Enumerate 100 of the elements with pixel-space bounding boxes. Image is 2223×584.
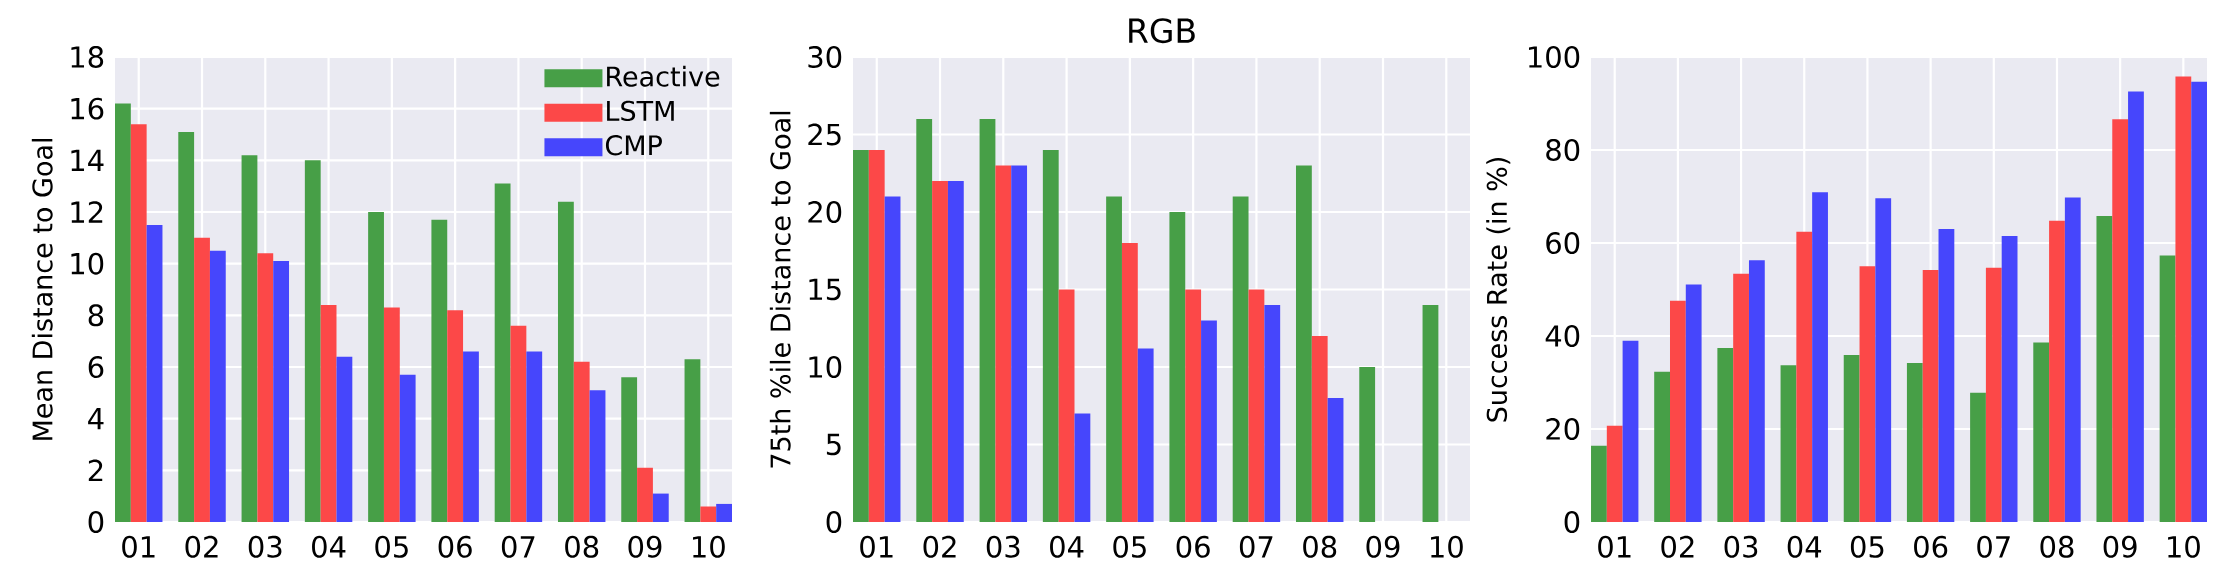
- y-tick-label: 18: [71, 46, 104, 68]
- bar: [257, 253, 274, 522]
- y-tick-label: 2: [88, 459, 103, 482]
- x-tick-label: 08: [565, 535, 599, 558]
- x-tick-label: 10: [693, 535, 725, 558]
- x-tick-label: 10: [2168, 535, 2200, 558]
- bar: [1796, 231, 1813, 522]
- x-tick-label: 09: [1366, 535, 1400, 558]
- bar: [1985, 267, 2002, 522]
- bar: [1232, 196, 1249, 522]
- y-tick-label: 0: [826, 511, 842, 533]
- bar: [1733, 273, 1749, 522]
- bar: [2064, 197, 2081, 522]
- y-tick-label: 60: [1546, 232, 1580, 254]
- y-tick-label: 4: [88, 408, 104, 430]
- bar: [573, 361, 590, 522]
- bar: [1970, 392, 1986, 522]
- x-tick-label: 03: [248, 535, 282, 558]
- bar: [1106, 196, 1122, 522]
- y-tick-label: 30: [808, 46, 842, 68]
- y-axis-title: Mean Distance to Goal: [31, 139, 53, 440]
- x-tick-label: 05: [375, 535, 408, 558]
- x-tick-label: 01: [1598, 535, 1631, 558]
- x-tick-label: 02: [923, 535, 956, 558]
- x-tick-label: 06: [1914, 535, 1948, 558]
- chart-title: RGB: [1129, 18, 1195, 44]
- bar: [979, 119, 996, 522]
- y-tick-label: 80: [1546, 139, 1580, 161]
- legend-label: Reactive: [607, 65, 720, 87]
- bar: [1137, 348, 1154, 522]
- bar: [241, 155, 258, 522]
- bar: [1058, 289, 1075, 522]
- bar: [431, 219, 448, 522]
- y-tick-label: 16: [71, 97, 104, 120]
- bar: [1875, 198, 1892, 522]
- bar: [2128, 91, 2144, 522]
- x-tick-label: 10: [1431, 535, 1463, 558]
- bar: [1843, 355, 1860, 522]
- x-tick-label: 09: [2103, 535, 2137, 558]
- bar: [700, 506, 717, 522]
- bar: [1606, 425, 1623, 522]
- x-tick-label: 07: [1977, 535, 2010, 558]
- bar: [1248, 289, 1265, 522]
- bar: [130, 124, 147, 522]
- x-tick-label: 01: [860, 535, 893, 558]
- x-tick-label: 04: [1050, 535, 1084, 558]
- x-tick-label: 09: [628, 535, 662, 558]
- bar: [1201, 320, 1217, 522]
- bar: [115, 103, 131, 522]
- y-tick-label: 8: [88, 304, 104, 327]
- y-tick-label: 20: [1546, 418, 1580, 440]
- bar: [868, 150, 885, 522]
- bar: [494, 183, 511, 522]
- bar: [716, 503, 733, 522]
- bar: [1859, 266, 1876, 522]
- bar: [1295, 165, 1312, 522]
- bar: [1812, 192, 1828, 522]
- bar: [1670, 300, 1686, 522]
- y-tick-label: 0: [1564, 511, 1580, 533]
- x-tick-label: 07: [1239, 535, 1273, 558]
- x-tick-label: 01: [122, 535, 155, 558]
- x-tick-label: 08: [2040, 535, 2074, 558]
- bar: [1591, 445, 1607, 522]
- bar: [510, 325, 527, 522]
- bar: [621, 377, 638, 522]
- bar: [1121, 243, 1138, 522]
- x-tick-label: 04: [312, 535, 346, 558]
- bar: [884, 196, 901, 522]
- bar: [853, 150, 869, 522]
- bar: [1074, 413, 1091, 522]
- bar: [2049, 220, 2065, 522]
- bar: [463, 351, 479, 522]
- y-tick-label: 12: [71, 201, 103, 223]
- x-tick-label: 08: [1303, 535, 1337, 558]
- x-tick-label: 05: [1850, 535, 1884, 558]
- x-tick-label: 03: [1724, 535, 1758, 558]
- bar: [1422, 305, 1439, 522]
- y-tick-label: 6: [88, 356, 104, 378]
- x-tick-label: 02: [185, 535, 218, 558]
- bar: [146, 224, 163, 522]
- bar: [1748, 260, 1765, 522]
- bar: [209, 250, 226, 522]
- x-tick-label: 07: [501, 535, 535, 558]
- bar: [652, 493, 669, 522]
- y-axis-title: Success Rate (in %): [1486, 157, 1511, 422]
- bar: [399, 374, 416, 522]
- bar: [916, 119, 933, 522]
- legend-label: CMP: [605, 135, 662, 156]
- bar: [2112, 119, 2129, 522]
- bar: [1938, 229, 1955, 522]
- x-tick-label: 05: [1113, 535, 1146, 558]
- bar: [194, 237, 210, 522]
- bar: [557, 201, 574, 522]
- bar: [336, 356, 353, 522]
- bar: [1906, 362, 1923, 522]
- bar: [1311, 336, 1328, 522]
- bar: [1327, 398, 1344, 522]
- bar: [320, 305, 337, 522]
- legend-label: LSTM: [607, 100, 674, 122]
- x-tick-label: 06: [1176, 535, 1210, 558]
